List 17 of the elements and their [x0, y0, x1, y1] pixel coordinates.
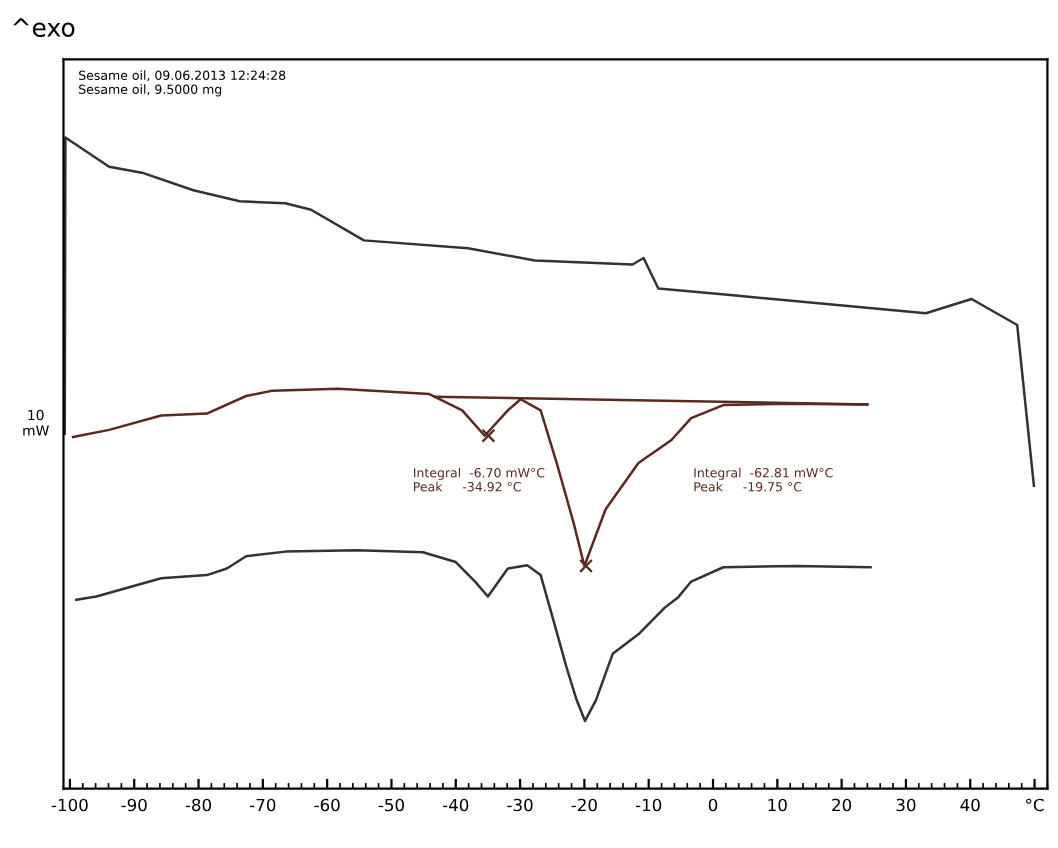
x-tick-label: °C [1026, 798, 1044, 812]
x-tick-label: -70 [250, 798, 276, 812]
x-tick-label: -10 [635, 798, 662, 812]
x-tick-label: -90 [121, 798, 147, 812]
x-tick-label: 30 [896, 798, 916, 812]
x-tick-label: -40 [442, 798, 469, 812]
x-tick-label: 10 [768, 798, 787, 812]
x-tick-label: 40 [960, 798, 980, 812]
x-tick-label: 20 [832, 798, 852, 812]
x-tick-label: 0 [708, 798, 718, 812]
x-tick-label: -60 [314, 798, 340, 812]
x-tick-label: -50 [378, 798, 404, 812]
chart-title: ^exo [13, 18, 75, 37]
x-tick-label: -100 [51, 798, 88, 812]
x-tick-label: -30 [507, 798, 533, 812]
x-tick-label: -20 [571, 798, 597, 812]
x-tick-label: -80 [185, 798, 212, 812]
